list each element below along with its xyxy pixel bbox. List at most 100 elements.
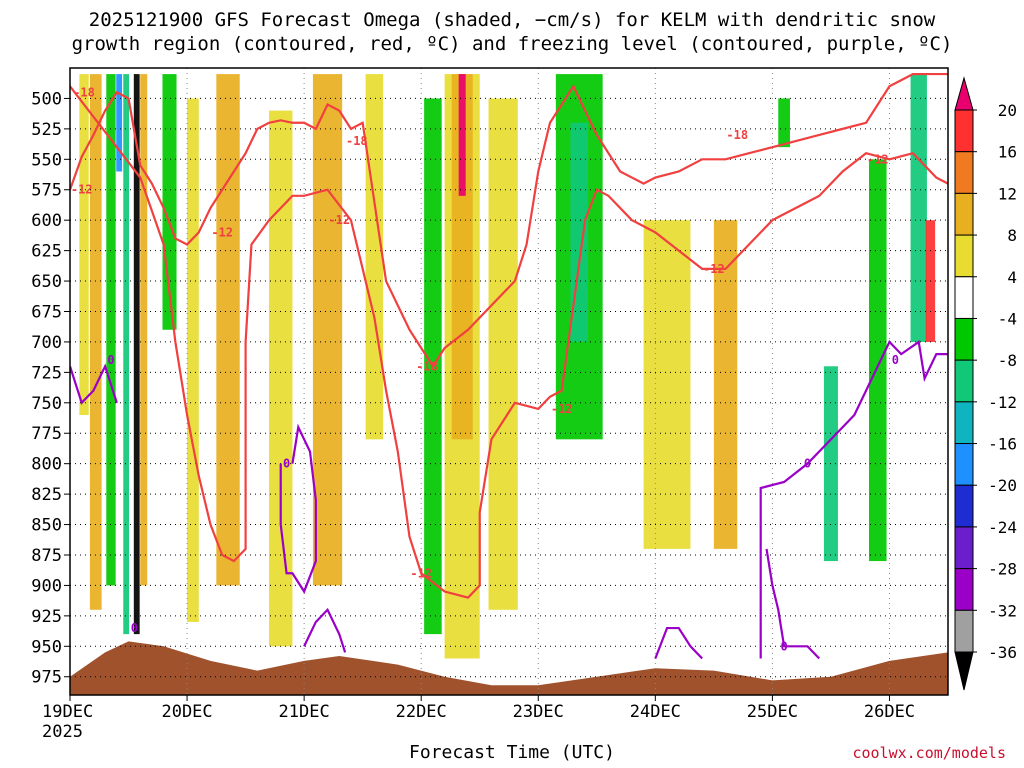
omega-band-5 bbox=[133, 74, 140, 635]
plot-frame bbox=[69, 67, 949, 696]
ytick-label-875: 875 bbox=[31, 546, 62, 566]
ytick-label-725: 725 bbox=[31, 363, 62, 383]
xtick-label-26DEC: 26DEC bbox=[864, 702, 915, 722]
colorbar-box-11 bbox=[954, 568, 974, 611]
x-axis: 19DEC 20DEC 21DEC 22DEC 23DEC 24DEC 25DEC 26DEC… bbox=[42, 695, 915, 742]
omega-band-11 bbox=[312, 74, 343, 586]
colorbar-label-13: -36 bbox=[988, 643, 1017, 662]
contour-label-dgz-top-2: -18 bbox=[416, 359, 438, 373]
ytick-label-700: 700 bbox=[31, 333, 62, 353]
colorbar-box-6 bbox=[954, 359, 974, 403]
contour-label-dgz-bottom-5: -12 bbox=[703, 262, 725, 276]
omega-band-16 bbox=[458, 74, 466, 196]
colorbar-label-10: -24 bbox=[988, 518, 1017, 537]
terrain-surface bbox=[70, 641, 948, 695]
colorbar-box-8 bbox=[954, 443, 974, 486]
omega-band-4 bbox=[123, 74, 130, 635]
ytick-label-650: 650 bbox=[31, 272, 62, 292]
ytick-label-975: 975 bbox=[31, 668, 62, 688]
ytick-label-625: 625 bbox=[31, 242, 62, 262]
contour-label-freezing-level-2-0: 0 bbox=[283, 457, 290, 471]
y-axis: 500 525 550 575 600 625 650 675 700 725 750 775 800 8… bbox=[31, 89, 70, 688]
contour-label-dgz-bottom-6: -12 bbox=[867, 152, 889, 166]
colorbar-label-12: -32 bbox=[988, 601, 1017, 620]
xtick-label-19DEC: 19DEC bbox=[42, 702, 93, 722]
ytick-label-850: 850 bbox=[31, 516, 62, 536]
ytick-label-500: 500 bbox=[31, 89, 62, 109]
omega-band-15 bbox=[451, 74, 473, 440]
xtick-label-25DEC: 25DEC bbox=[747, 702, 798, 722]
contour-dgz-top bbox=[70, 72, 948, 369]
omega-band-22 bbox=[778, 98, 790, 148]
omega-band-21 bbox=[713, 220, 738, 549]
colorbar-label-7: -12 bbox=[988, 393, 1017, 412]
ytick-label-750: 750 bbox=[31, 394, 62, 414]
ytick-label-925: 925 bbox=[31, 607, 62, 627]
xtick-label-21DEC: 21DEC bbox=[279, 702, 330, 722]
colorbar-box-9 bbox=[954, 484, 974, 528]
chart-title-line-1: 2025121900 GFS Forecast Omega (shaded, −… bbox=[88, 9, 936, 31]
ytick-label-600: 600 bbox=[31, 211, 62, 231]
colorbar-box-1 bbox=[954, 151, 974, 194]
colorbar-label-0: 20 bbox=[998, 101, 1017, 120]
colorbar-box-0 bbox=[954, 109, 974, 153]
omega-band-17 bbox=[488, 98, 518, 610]
contour-freezing-level-5 bbox=[759, 340, 948, 659]
credit-text: coolwx.com/models bbox=[852, 744, 1006, 762]
ytick-label-550: 550 bbox=[31, 150, 62, 170]
contour-label-dgz-top-0: -18 bbox=[73, 85, 95, 99]
omega-band-25 bbox=[910, 74, 927, 342]
contour-freezing-level-6 bbox=[765, 548, 821, 660]
colorbar-label-1: 16 bbox=[998, 143, 1017, 162]
ytick-label-950: 950 bbox=[31, 637, 62, 657]
contour-freezing-level-3 bbox=[303, 607, 347, 653]
x-axis-label: Forecast Time (UTC) bbox=[409, 742, 615, 763]
colorbar: 20 16 12 8 4 -4 -8 -12 -16 -20 -24 -28 -32 -36 bbox=[954, 76, 1017, 691]
ytick-label-825: 825 bbox=[31, 485, 62, 505]
contour-label-freezing-level-0: 0 bbox=[107, 353, 114, 367]
colorbar-box-10 bbox=[954, 526, 974, 570]
xtick-label-20DEC: 20DEC bbox=[161, 702, 212, 722]
omega-band-24 bbox=[868, 159, 887, 562]
contour-freezing-level-2 bbox=[279, 423, 317, 594]
colorbar-label-2: 12 bbox=[998, 184, 1017, 203]
colorbar-box-7 bbox=[954, 401, 974, 445]
xtick-label-24DEC: 24DEC bbox=[630, 702, 681, 722]
contour-label-dgz-top-1: -18 bbox=[346, 134, 368, 148]
contour-label-dgz-bottom-0: -12 bbox=[71, 183, 93, 197]
omega-band-0 bbox=[79, 74, 89, 415]
colorbar-label-8: -16 bbox=[988, 435, 1017, 454]
xtick-year: 2025 bbox=[42, 722, 83, 742]
contour-label-freezing-level-3-0: 0 bbox=[131, 621, 138, 635]
ytick-label-525: 525 bbox=[31, 120, 62, 140]
omega-band-6 bbox=[140, 74, 148, 586]
colorbar-box-5 bbox=[954, 317, 974, 361]
xtick-label-22DEC: 22DEC bbox=[396, 702, 447, 722]
colorbar-top-arrow bbox=[954, 76, 974, 111]
ytick-label-900: 900 bbox=[31, 576, 62, 596]
contour-label-dgz-top-3: -18 bbox=[726, 128, 748, 142]
ytick-label-575: 575 bbox=[31, 181, 62, 201]
ytick-label-775: 775 bbox=[31, 424, 62, 444]
ytick-label-800: 800 bbox=[31, 455, 62, 475]
omega-band-2 bbox=[106, 74, 116, 586]
ytick-label-675: 675 bbox=[31, 302, 62, 322]
surface-fill bbox=[70, 641, 948, 695]
omega-band-9 bbox=[216, 74, 240, 586]
contour-label-freezing-level-5-1: 0 bbox=[892, 353, 899, 367]
contour-freezing-level-4 bbox=[654, 626, 703, 660]
colorbar-label-5: -4 bbox=[998, 309, 1017, 328]
colorbar-label-9: -20 bbox=[988, 476, 1017, 495]
xtick-label-23DEC: 23DEC bbox=[513, 702, 564, 722]
contour-label-dgz-bottom-2: -12 bbox=[328, 213, 350, 227]
colorbar-label-6: -8 bbox=[998, 351, 1017, 370]
colorbar-label-11: -28 bbox=[988, 560, 1017, 579]
colorbar-box-12 bbox=[954, 609, 974, 653]
omega-band-8 bbox=[187, 98, 199, 622]
colorbar-box-3 bbox=[954, 234, 974, 278]
omega-band-20 bbox=[643, 220, 691, 549]
chart-title-line-2: growth region (contoured, red, ºC) and f… bbox=[71, 33, 953, 55]
contour-label-dgz-bottom-3: -12 bbox=[410, 566, 432, 580]
